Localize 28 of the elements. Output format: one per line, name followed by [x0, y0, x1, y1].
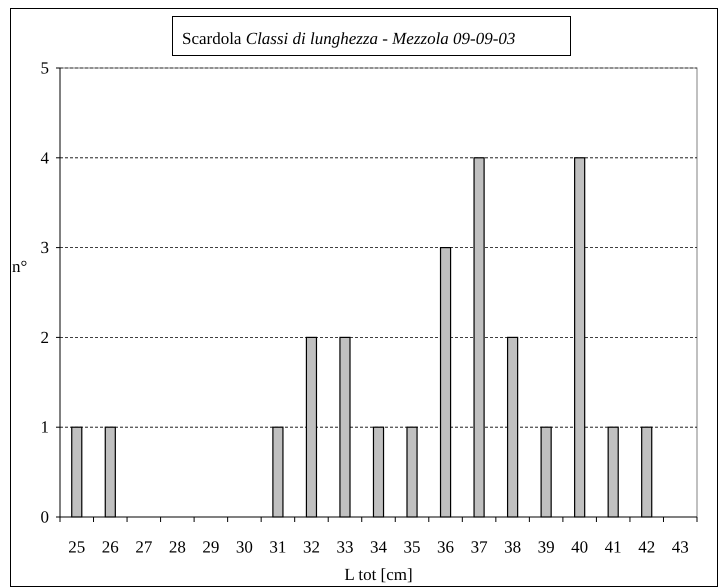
x-tick-label: 31: [269, 537, 286, 556]
x-tick-label: 29: [202, 537, 220, 556]
y-tick-label: 1: [40, 418, 49, 437]
x-tick-label: 40: [571, 537, 588, 556]
x-tick-label: 33: [336, 537, 354, 556]
x-tick-label: 36: [437, 537, 454, 556]
x-tick-label: 41: [604, 537, 622, 556]
y-axis-title: n°: [12, 257, 28, 276]
x-tick-label: 38: [504, 537, 522, 556]
x-tick-label: 32: [302, 537, 320, 556]
x-tick-label: 25: [68, 537, 86, 556]
x-tick-label: 43: [672, 537, 689, 556]
x-tick-label: 35: [404, 537, 421, 556]
x-tick-label: 26: [102, 537, 119, 556]
x-tick-label: 34: [370, 537, 388, 556]
y-tick-label: 0: [40, 507, 49, 526]
y-tick-label: 5: [40, 58, 49, 78]
x-tick-label: 27: [135, 537, 153, 556]
y-tick-label: 2: [40, 328, 49, 347]
x-tick-label: 39: [538, 537, 555, 556]
x-tick-label: 28: [168, 537, 186, 556]
y-tick-label: 4: [40, 148, 50, 168]
x-tick-label: 30: [236, 537, 253, 556]
y-tick-label: 3: [40, 238, 49, 258]
x-tick-label: 42: [638, 537, 656, 556]
x-axis-title: L tot [cm]: [344, 565, 413, 584]
x-tick-label: 37: [470, 537, 488, 556]
chart-title: Scardola Classi di lunghezza - Mezzola 09-09-03: [182, 29, 516, 48]
